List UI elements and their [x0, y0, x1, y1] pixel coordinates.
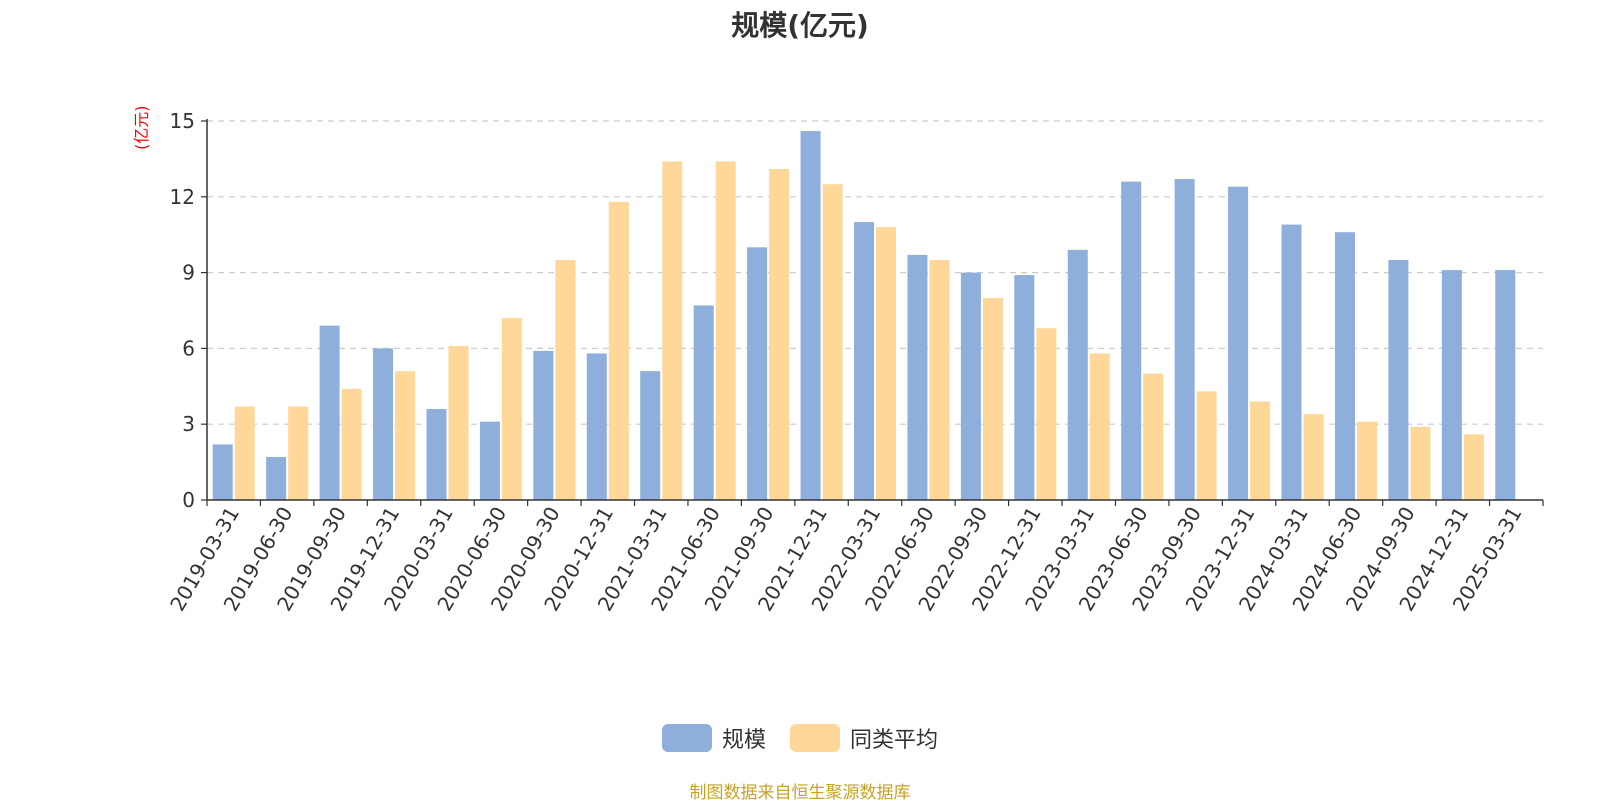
bar-scale: [1281, 224, 1302, 501]
source-note: 制图数据来自恒生聚源数据库: [689, 783, 911, 803]
bar-chart: 036912152019-03-312019-06-302019-09-3020…: [165, 109, 1544, 615]
bar-scale: [1228, 186, 1249, 500]
bar-peer-average: [555, 259, 576, 500]
bar-scale: [1334, 232, 1355, 500]
y-tick-label: 12: [170, 185, 195, 209]
bar-scale: [1174, 179, 1195, 500]
bar-peer-average: [501, 318, 522, 500]
bar-peer-average: [1196, 391, 1217, 500]
y-tick-label: 9: [182, 261, 195, 285]
bar-scale: [747, 247, 768, 500]
y-tick-label: 0: [182, 488, 195, 512]
chart-title: 规模(亿元): [731, 9, 869, 42]
bar-scale: [640, 371, 661, 500]
bar-scale: [1441, 270, 1462, 500]
bar-scale: [586, 353, 607, 500]
legend-label-peer-average: 同类平均: [850, 728, 939, 753]
legend: 规模 同类平均: [0, 722, 1600, 754]
bar-peer-average: [1250, 401, 1271, 500]
bar-peer-average: [608, 201, 629, 500]
bar-peer-average: [341, 388, 362, 500]
y-tick-label: 15: [170, 109, 195, 133]
bar-scale: [960, 272, 981, 500]
bar-peer-average: [234, 406, 255, 500]
bar-scale: [266, 457, 287, 500]
bar-scale: [212, 444, 233, 500]
bar-peer-average: [448, 345, 469, 500]
legend-swatch-scale: [661, 724, 712, 752]
bar-peer-average: [715, 161, 736, 500]
bar-scale: [373, 348, 394, 500]
bar-peer-average: [1410, 426, 1431, 500]
bar-peer-average: [288, 406, 309, 500]
bar-scale: [693, 305, 714, 500]
bar-scale: [1495, 270, 1516, 500]
bar-peer-average: [876, 227, 896, 500]
bar-scale: [533, 350, 554, 500]
bars: [212, 131, 1516, 501]
bar-peer-average: [769, 169, 790, 501]
bar-scale: [319, 325, 340, 500]
bar-peer-average: [395, 371, 416, 500]
legend-swatch-peer-average: [790, 724, 840, 752]
bar-peer-average: [929, 259, 950, 500]
legend-item-scale[interactable]: 规模: [661, 722, 766, 754]
y-tick-label: 6: [182, 336, 195, 360]
bar-peer-average: [662, 161, 683, 500]
bar-peer-average: [1463, 434, 1484, 500]
bar-peer-average: [1143, 373, 1164, 500]
bar-peer-average: [1089, 353, 1110, 500]
bar-peer-average: [1036, 328, 1057, 500]
bar-scale: [854, 222, 874, 501]
legend-item-peer-average[interactable]: 同类平均: [790, 722, 938, 754]
bar-scale: [1388, 259, 1409, 500]
bar-scale: [907, 254, 928, 500]
bar-scale: [479, 421, 500, 500]
bar-peer-average: [1303, 414, 1324, 500]
bar-scale: [1014, 275, 1035, 500]
bar-peer-average: [982, 297, 1003, 500]
bar-scale: [426, 409, 447, 500]
bar-peer-average: [822, 184, 843, 500]
bar-scale: [1067, 249, 1088, 500]
bar-scale: [1121, 181, 1142, 500]
bar-scale: [800, 131, 821, 500]
bar-peer-average: [1356, 421, 1377, 500]
y-tick-label: 3: [182, 412, 195, 436]
legend-label-scale: 规模: [721, 728, 766, 753]
